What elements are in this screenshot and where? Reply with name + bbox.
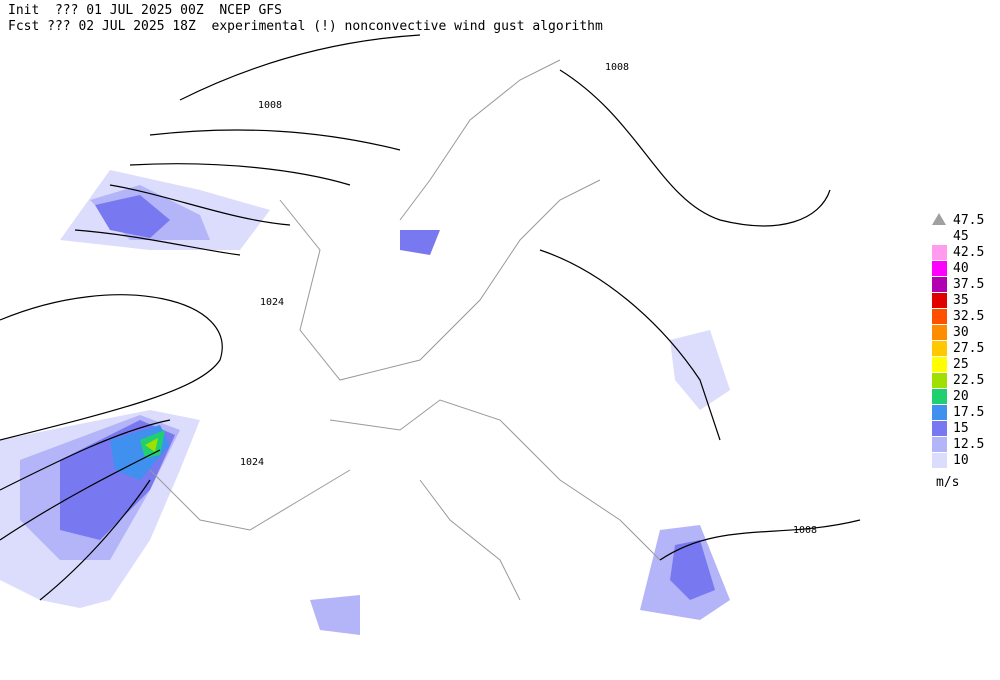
isobar-labels: 1008 1008 1024 1024 1008 <box>240 62 817 536</box>
legend-label: 32.5 <box>953 309 984 324</box>
legend-swatch <box>932 421 947 436</box>
legend-label: 12.5 <box>953 437 984 452</box>
coastlines <box>149 59 661 601</box>
legend-swatch <box>932 309 947 324</box>
legend-label: 10 <box>953 453 969 468</box>
legend-swatch <box>932 453 947 468</box>
header-line: Init ??? 01 JUL 2025 00Z NCEP GFS <box>8 3 282 18</box>
wind-shading <box>0 170 730 635</box>
legend-label: 27.5 <box>953 341 984 356</box>
legend-unit: m/s <box>936 475 959 490</box>
legend-swatch <box>932 389 947 404</box>
legend-swatch <box>932 341 947 356</box>
legend-label: 30 <box>953 325 969 340</box>
legend-label: 45 <box>953 229 969 244</box>
header-line: Fcst ??? 02 JUL 2025 18Z experimental (!… <box>8 19 603 34</box>
legend-swatch <box>932 437 947 452</box>
legend-swatch <box>932 405 947 420</box>
legend-label: 47.5 <box>953 213 984 228</box>
isobar-label: 1008 <box>605 62 629 73</box>
isobar-label: 1024 <box>240 457 264 468</box>
legend-label: 15 <box>953 421 969 436</box>
legend-label: 35 <box>953 293 969 308</box>
legend-swatch <box>932 325 947 340</box>
legend-swatch <box>932 357 947 372</box>
legend-label: 37.5 <box>953 277 984 292</box>
isobar-label: 1008 <box>793 525 817 536</box>
isobars <box>0 34 861 601</box>
legend-swatch <box>932 277 947 292</box>
legend-swatch <box>932 245 947 260</box>
legend-label: 25 <box>953 357 969 372</box>
legend: 47.54542.54037.53532.53027.52522.52017.5… <box>932 213 984 468</box>
legend-label: 40 <box>953 261 969 276</box>
legend-swatch <box>932 261 947 276</box>
legend-label: 17.5 <box>953 405 984 420</box>
legend-swatch <box>932 373 947 388</box>
legend-label: 22.5 <box>953 373 984 388</box>
legend-swatch <box>932 229 947 244</box>
isobar-label: 1024 <box>260 297 284 308</box>
legend-label: 20 <box>953 389 969 404</box>
legend-triangle <box>932 213 946 225</box>
isobar-label: 1008 <box>258 100 282 111</box>
legend-swatch <box>932 293 947 308</box>
legend-label: 42.5 <box>953 245 984 260</box>
